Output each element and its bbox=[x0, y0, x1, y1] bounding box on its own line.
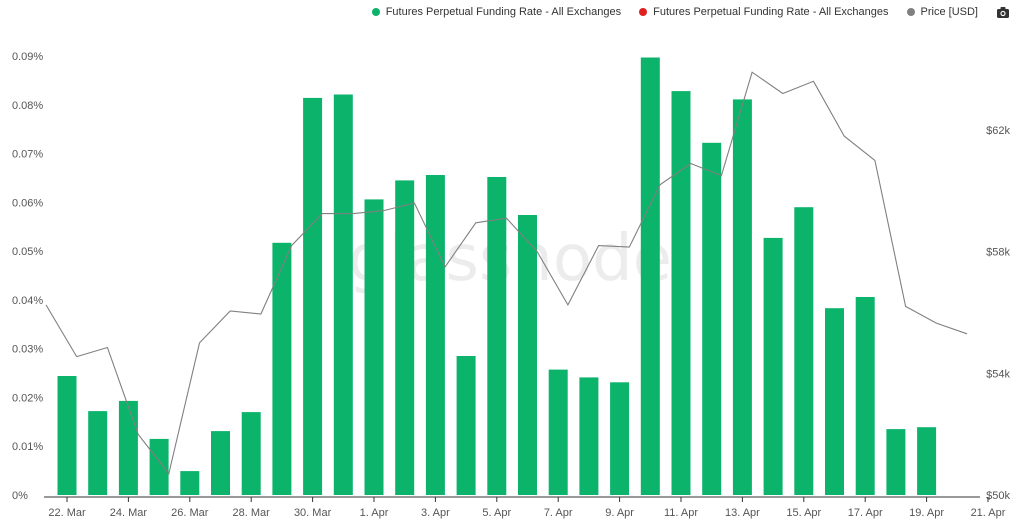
legend-dot-gray bbox=[906, 8, 915, 16]
funding-bar bbox=[118, 400, 138, 495]
chart-legend: Futures Perpetual Funding Rate - All Exc… bbox=[371, 2, 1010, 22]
x-tick-label: 1. Apr bbox=[360, 507, 389, 519]
x-tick-label: 5. Apr bbox=[482, 507, 511, 519]
funding-bar bbox=[610, 382, 630, 495]
x-tick-label: 24. Mar bbox=[110, 507, 148, 519]
legend-label-funding-green: Futures Perpetual Funding Rate - All Exc… bbox=[385, 6, 622, 18]
y-axis-right: $50k $54k $58k $62k bbox=[986, 125, 1010, 502]
x-tick-label: 7. Apr bbox=[544, 507, 573, 519]
x-tick-label: 17. Apr bbox=[848, 507, 883, 519]
funding-bar bbox=[241, 412, 261, 495]
x-tick-label: 11. Apr bbox=[664, 507, 698, 519]
y-left-tick-label: 0.01% bbox=[12, 441, 43, 453]
funding-bar bbox=[487, 177, 507, 495]
y-left-tick-label: 0.03% bbox=[12, 344, 43, 356]
y-left-tick-label: 0.06% bbox=[12, 197, 43, 209]
legend-label-funding-red: Futures Perpetual Funding Rate - All Exc… bbox=[653, 6, 889, 18]
funding-bar bbox=[794, 207, 814, 495]
legend-item-price[interactable]: Price [USD] bbox=[906, 6, 978, 18]
x-tick-label: 9. Apr bbox=[605, 507, 634, 519]
legend-item-funding-green[interactable]: Futures Perpetual Funding Rate - All Exc… bbox=[371, 6, 622, 18]
funding-bar bbox=[825, 308, 844, 495]
funding-bar bbox=[57, 376, 77, 495]
x-tick-label: 13. Apr bbox=[725, 507, 760, 519]
y-left-tick-label: 0.04% bbox=[12, 295, 43, 307]
price-line-series bbox=[45, 71, 968, 475]
bar-series bbox=[57, 57, 937, 496]
funding-bar bbox=[425, 175, 445, 495]
price-line bbox=[45, 71, 968, 475]
y-left-tick-label: 0.09% bbox=[12, 51, 43, 63]
y-right-tick-label: $62k bbox=[986, 125, 1010, 137]
y-right-tick-label: $54k bbox=[986, 368, 1010, 380]
funding-bar bbox=[333, 94, 353, 495]
y-left-tick-label: 0% bbox=[12, 490, 28, 502]
funding-bar bbox=[364, 199, 384, 495]
funding-bar bbox=[149, 438, 169, 495]
y-left-tick-label: 0.08% bbox=[12, 100, 43, 112]
x-tick-label: 26. Mar bbox=[171, 507, 209, 519]
x-tick-label: 15. Apr bbox=[786, 507, 821, 519]
funding-bar bbox=[518, 215, 537, 495]
x-tick-label: 30. Mar bbox=[294, 507, 332, 519]
y-left-tick-label: 0.07% bbox=[12, 149, 43, 161]
funding-bar bbox=[886, 429, 906, 495]
funding-bar bbox=[702, 142, 722, 496]
funding-bar bbox=[180, 471, 200, 495]
y-right-tick-label: $50k bbox=[986, 490, 1010, 502]
x-tick-label: 21. Apr bbox=[971, 507, 1006, 519]
funding-bar bbox=[211, 431, 230, 495]
x-tick-label: 3. Apr bbox=[421, 507, 450, 519]
legend-dot-green bbox=[371, 8, 380, 16]
funding-bar bbox=[855, 297, 875, 495]
legend-item-funding-red[interactable]: Futures Perpetual Funding Rate - All Exc… bbox=[639, 6, 889, 18]
funding-bar bbox=[671, 91, 691, 495]
y-axis-left: 0% 0.01% 0.02% 0.03% 0.04% 0.05% 0.06% 0.07% 0.0… bbox=[12, 51, 43, 502]
x-tick-label: 22. Mar bbox=[48, 507, 86, 519]
x-axis: 22. Mar 24. Mar 26. Mar 28. Mar 30. Mar 1. Ap… bbox=[48, 497, 1006, 519]
funding-bar bbox=[579, 377, 599, 495]
legend-dot-red bbox=[639, 8, 648, 16]
funding-bar bbox=[395, 180, 415, 495]
camera-icon[interactable] bbox=[996, 5, 1010, 19]
funding-bar bbox=[88, 411, 108, 495]
x-tick-label: 19. Apr bbox=[909, 507, 944, 519]
x-tick-label: 28. Mar bbox=[233, 507, 271, 519]
funding-bar bbox=[303, 97, 323, 496]
y-right-tick-label: $58k bbox=[986, 247, 1010, 259]
funding-bar bbox=[456, 356, 476, 495]
funding-bar bbox=[272, 242, 292, 495]
funding-bar bbox=[548, 369, 568, 495]
y-left-tick-label: 0.02% bbox=[12, 392, 43, 404]
funding-bar bbox=[917, 427, 937, 495]
funding-bar bbox=[763, 237, 783, 495]
funding-bar bbox=[732, 99, 752, 496]
y-left-tick-label: 0.05% bbox=[12, 246, 43, 258]
funding-bar bbox=[640, 57, 660, 495]
legend-label-price: Price [USD] bbox=[920, 6, 978, 18]
